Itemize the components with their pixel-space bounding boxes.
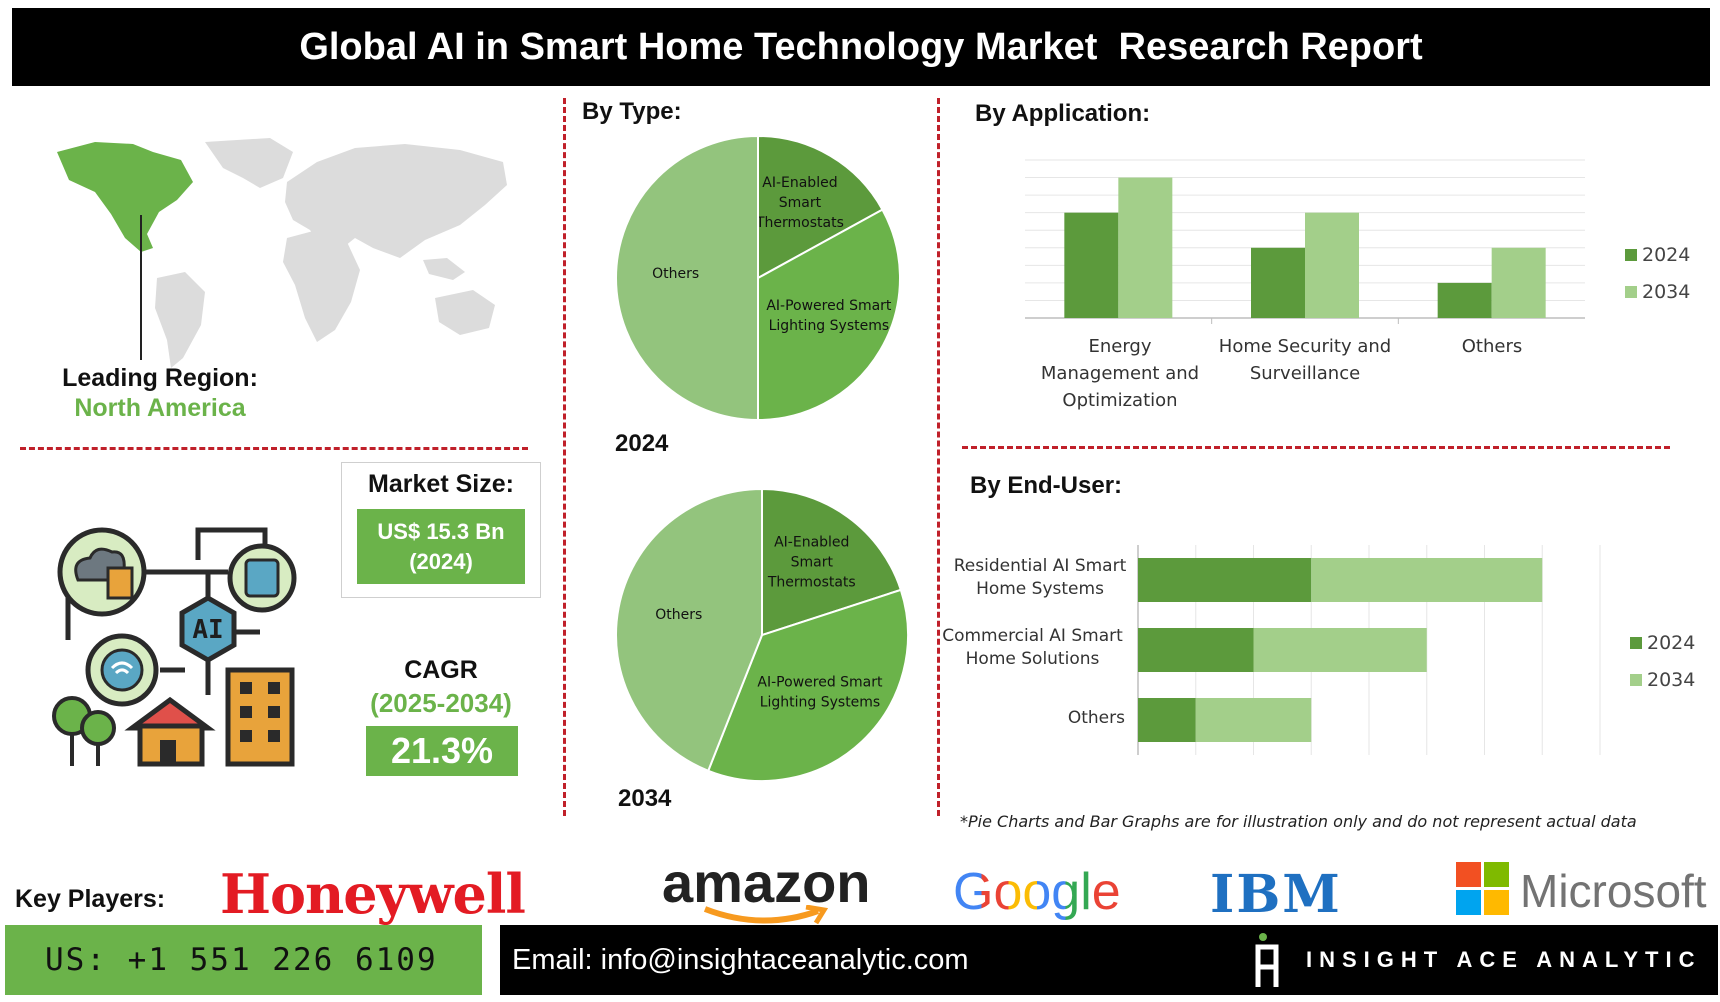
- divider-right: [937, 98, 940, 816]
- pie-2-label-1: AI-Powered Smart Lighting Systems: [757, 675, 883, 711]
- pie-2-slice-2: [615, 487, 763, 773]
- email-address: Email: info@insightaceanalytic.com: [512, 944, 969, 976]
- pie-chart-2034: AI-Enabled Smart Thermostats AI-Powered Sma…: [615, 487, 909, 782]
- pie-2024-year: 2024: [615, 430, 669, 457]
- amazon-smile-icon: [703, 905, 829, 925]
- map-north-america: [57, 142, 193, 252]
- app-bar-1-0: [1251, 247, 1305, 318]
- ibm-logo: IBM: [1210, 864, 1342, 925]
- pie-2034-year: 2034: [618, 785, 672, 812]
- honeywell-logo: Honeywell: [220, 862, 526, 926]
- market-size-value: US$ 15.3 Bn: [377, 519, 505, 544]
- smart-home-illustration: AI: [52, 527, 297, 767]
- eu-bar-2-1: [1195, 698, 1312, 742]
- pie-2-slice-1: [706, 588, 909, 782]
- market-size-box: [341, 462, 541, 598]
- divider-region: [20, 447, 528, 450]
- app-bar-0-0: [1064, 212, 1119, 318]
- map-south-america: [155, 272, 205, 368]
- eu-bar-1-0: [1138, 628, 1254, 672]
- market-size-label: Market Size:: [368, 470, 514, 498]
- brand-name: INSIGHT ACE ANALYTIC: [1306, 947, 1702, 972]
- amazon-logo: amazon: [662, 851, 871, 914]
- world-map: [57, 138, 507, 368]
- illustration-note: *Pie Charts and Bar Graphs are for illus…: [960, 812, 1637, 831]
- app-legend-label-0: 2024: [1642, 244, 1690, 266]
- pie-1-slice-2: [615, 134, 759, 422]
- app-bar-0-1: [1118, 177, 1173, 318]
- by-end-user-heading: By End-User:: [970, 472, 1123, 499]
- application-bar-chart: 2024 2034: [1025, 159, 1690, 324]
- eu-bar-1-1: [1253, 628, 1427, 672]
- divider-left: [563, 98, 566, 816]
- pie-1-label-2: Others: [652, 266, 699, 282]
- map-australia: [435, 290, 495, 335]
- app-legend-swatch-0: [1625, 249, 1637, 261]
- app-x-label-1: Home Security and Surveillance: [1218, 336, 1392, 384]
- map-indonesia: [423, 258, 465, 280]
- app-x-label-2: Others: [1461, 336, 1523, 357]
- eu-bar-2-0: [1138, 698, 1196, 742]
- map-africa: [283, 230, 360, 342]
- divider-application: [962, 446, 1670, 449]
- eu-bar-0-0: [1138, 558, 1312, 602]
- eu-y-label-0: Residential AI Smart Home Systems: [953, 556, 1127, 599]
- region-pointer: [140, 215, 142, 360]
- leading-region-label: Leading Region:: [62, 364, 258, 392]
- app-legend-label-1: 2034: [1642, 281, 1690, 303]
- pie-chart-2024: AI-Enabled Smart Thermostats AI-Powered Sma…: [615, 134, 901, 422]
- building: [225, 667, 295, 767]
- market-size-year: (2024): [409, 549, 473, 574]
- pie-2-slice-0: [761, 487, 903, 637]
- leading-region-value: North America: [74, 394, 246, 422]
- eu-legend-label-0: 2024: [1647, 632, 1695, 654]
- email-bar: Email: info@insightaceanalytic.com INSIG…: [500, 925, 1718, 995]
- eu-bar-0-1: [1311, 558, 1543, 602]
- cagr-period: (2025-2034): [370, 688, 512, 718]
- app-legend-swatch-1: [1625, 286, 1637, 298]
- map-greenland: [205, 138, 293, 188]
- page-title: Global AI in Smart Home Technology Marke…: [299, 26, 1423, 68]
- pie-1-label-0: AI-Enabled Smart Thermostats: [755, 175, 844, 231]
- google-logo: Google: [953, 862, 1121, 922]
- eu-y-label-2: Others: [1067, 708, 1125, 728]
- cagr-label: CAGR: [404, 656, 478, 684]
- eu-legend-swatch-0: [1630, 637, 1642, 649]
- phone-number: US: +1 551 226 6109: [45, 942, 438, 978]
- pie-2-label-2: Others: [655, 607, 702, 623]
- eu-legend-label-1: 2034: [1647, 669, 1695, 691]
- end-user-bar-chart: 2024 2034: [1137, 545, 1695, 755]
- phone-bar: US: +1 551 226 6109: [5, 925, 482, 995]
- map-eurasia: [285, 144, 507, 258]
- eu-legend-swatch-1: [1630, 674, 1642, 686]
- app-bar-1-1: [1305, 212, 1359, 318]
- insight-ace-logo-icon: [1255, 933, 1279, 987]
- ai-chip-node: [179, 595, 237, 663]
- microsoft-squares-icon: [1456, 862, 1509, 915]
- app-x-label-0: Energy Management and Optimization: [1040, 336, 1200, 411]
- pie-1-slice-0: [757, 134, 884, 280]
- by-type-heading: By Type:: [582, 98, 682, 125]
- cagr-value: 21.3%: [366, 726, 518, 776]
- title-bar: Global AI in Smart Home Technology Marke…: [12, 8, 1710, 86]
- app-bar-2-1: [1491, 247, 1546, 318]
- svg-text:AI: AI: [192, 615, 223, 645]
- market-size-value-box: US$ 15.3 Bn (2024): [357, 509, 525, 584]
- microsoft-logo: Microsoft: [1520, 865, 1707, 917]
- pie-1-slice-1: [757, 208, 901, 422]
- google-logo-text: Google: [953, 863, 1121, 921]
- pie-1-label-1: AI-Powered Smart Lighting Systems: [766, 298, 892, 334]
- key-players-label: Key Players:: [15, 885, 166, 913]
- pie-2-label-0: AI-Enabled Smart Thermostats: [767, 534, 856, 590]
- by-application-heading: By Application:: [975, 100, 1151, 127]
- eu-y-label-1: Commercial AI Smart Home Solutions: [942, 626, 1123, 669]
- app-bar-2-0: [1437, 282, 1492, 318]
